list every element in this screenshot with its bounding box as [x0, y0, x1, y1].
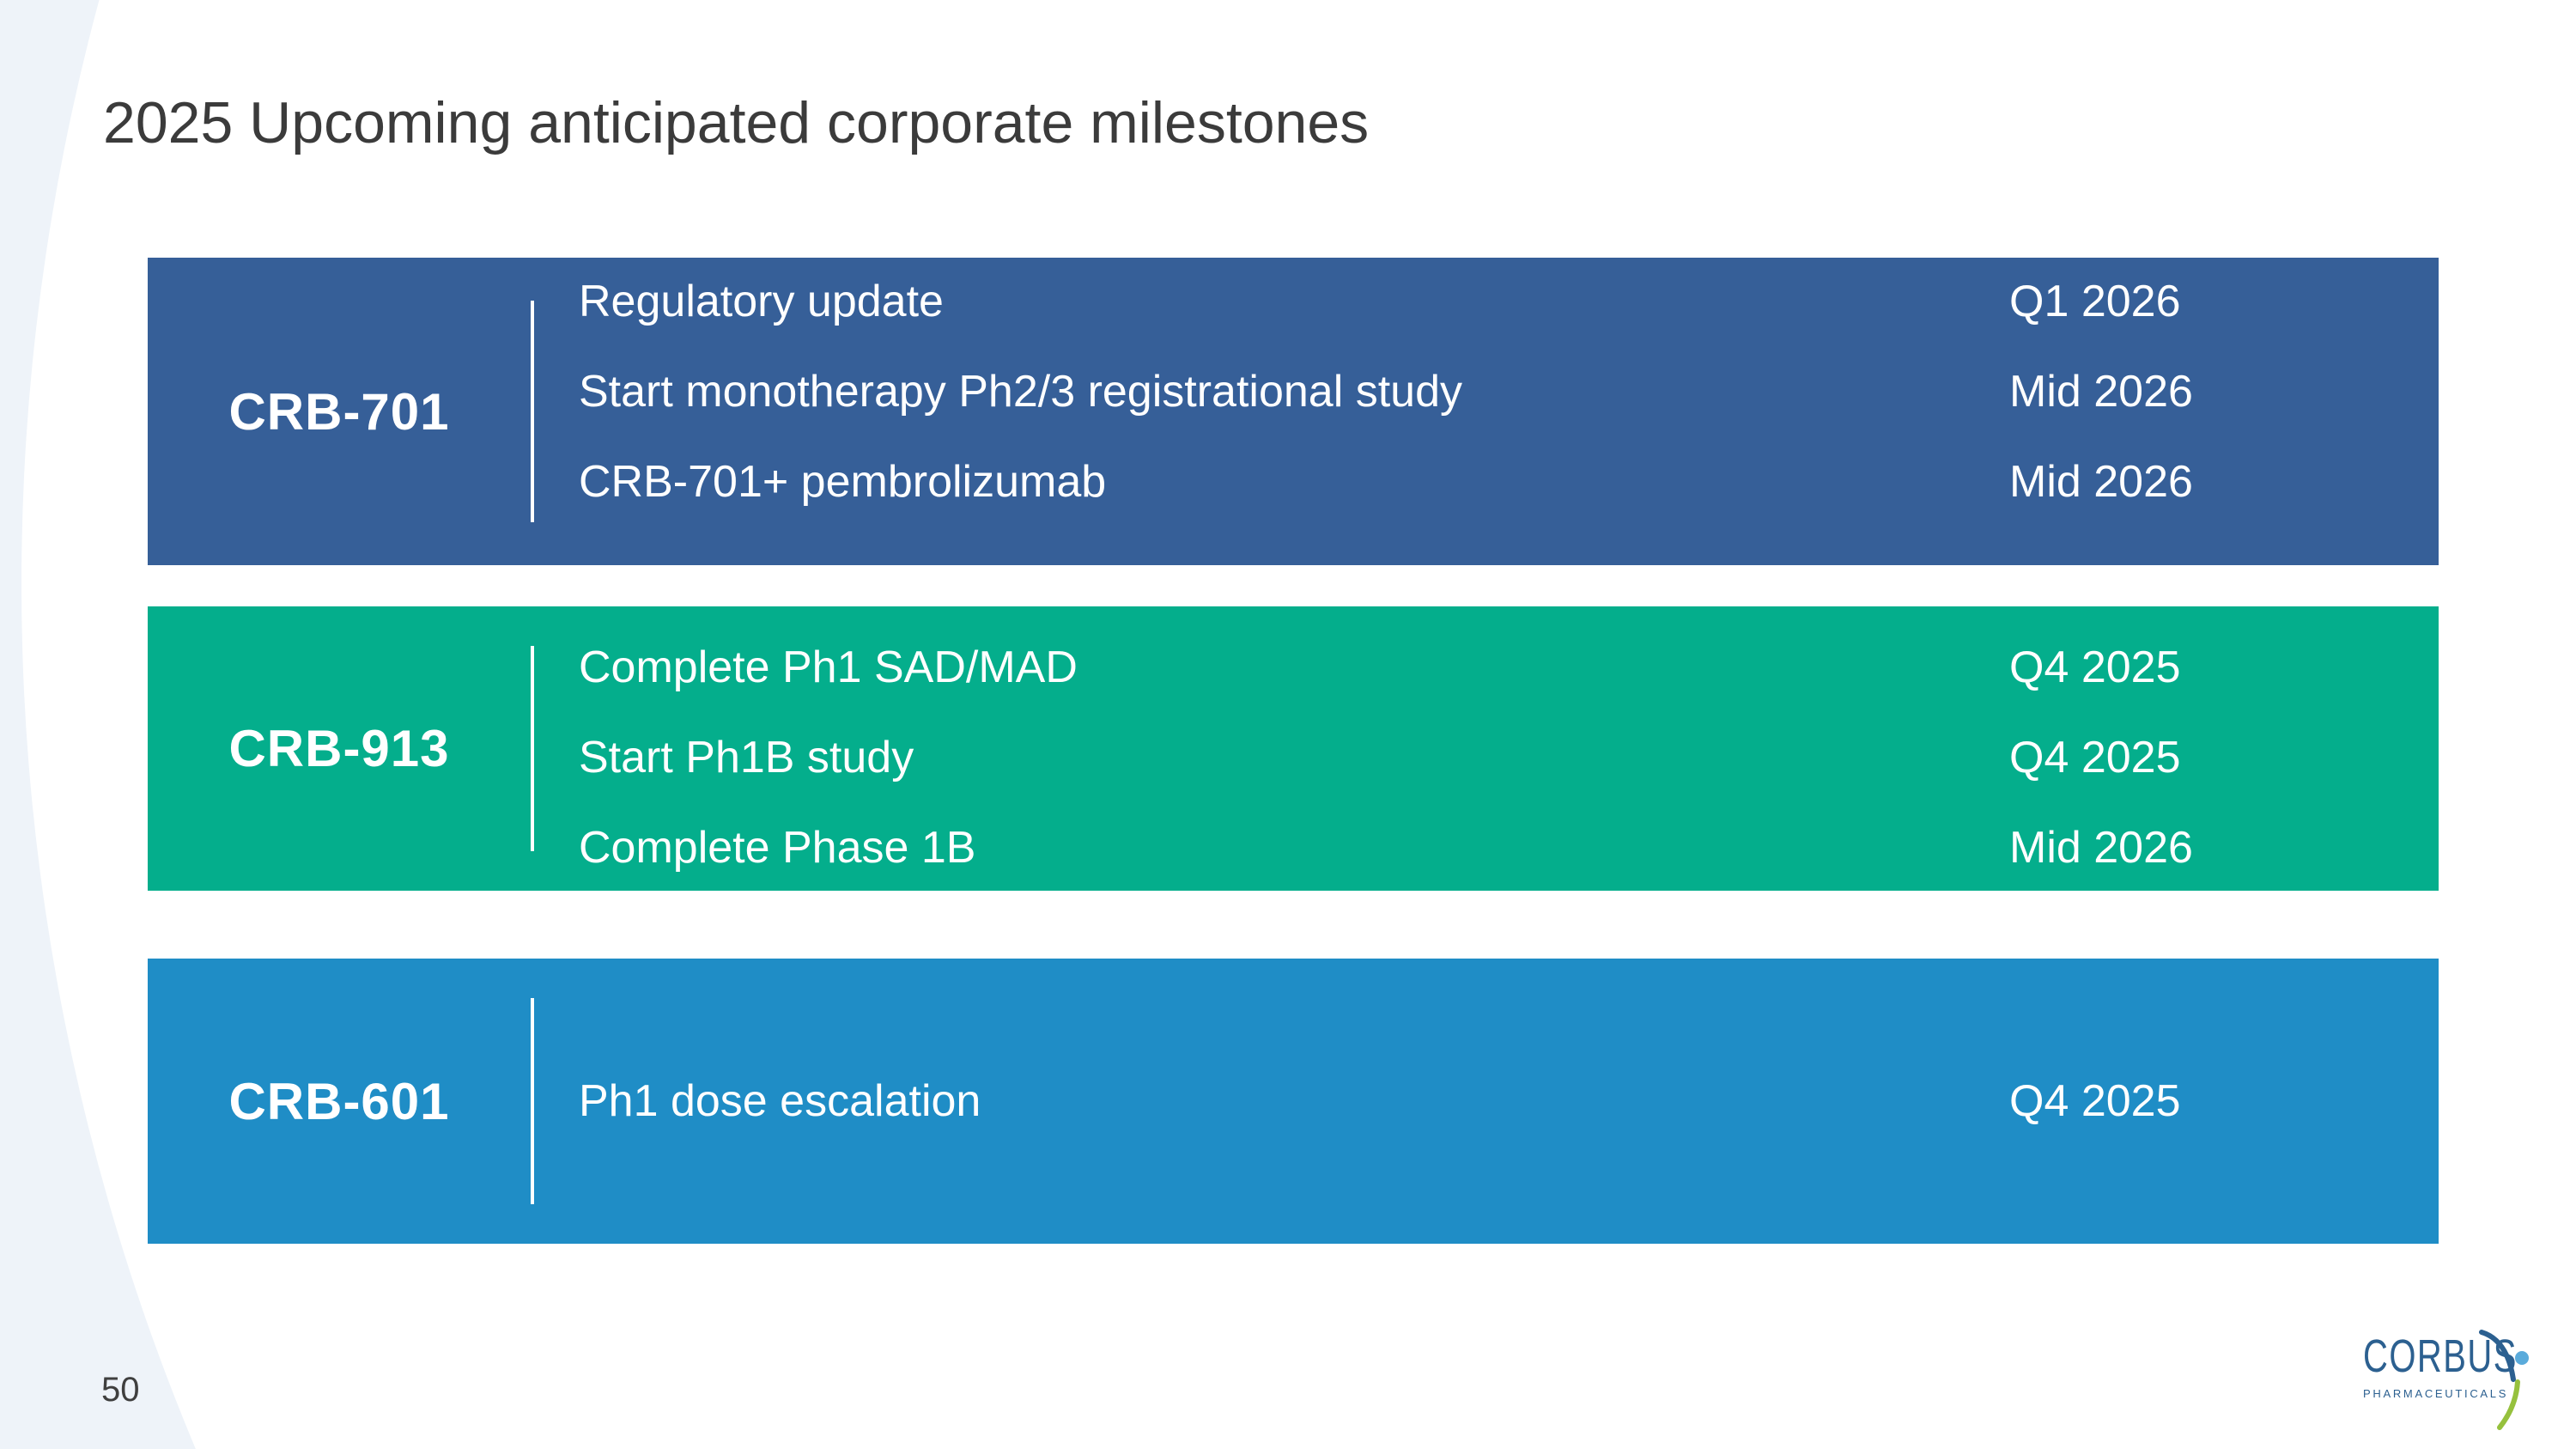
milestone-row: Complete Ph1 SAD/MAD Q4 2025: [579, 622, 2439, 712]
page-title: 2025 Upcoming anticipated corporate mile…: [103, 89, 1370, 155]
milestone-date: Q4 2025: [2009, 732, 2181, 782]
corbus-logo-subtitle: PHARMACEUTICALS: [2363, 1387, 2509, 1400]
milestone-date: Q1 2026: [2009, 277, 2181, 326]
milestone-label: CRB-701+ pembrolizumab: [579, 457, 1107, 507]
milestone-label: Complete Phase 1B: [579, 822, 976, 873]
corbus-logo: CORBUS PHARMACEUTICALS: [2363, 1330, 2548, 1440]
milestone-date: Mid 2026: [2009, 822, 2193, 873]
divider-line: [531, 998, 534, 1204]
milestone-date: Mid 2026: [2009, 367, 2193, 417]
milestone-label: Complete Ph1 SAD/MAD: [579, 642, 1078, 692]
milestone-label: Regulatory update: [579, 277, 944, 326]
milestone-row: Ph1 dose escalation Q4 2025: [579, 1056, 2439, 1147]
program-name: CRB-701: [228, 382, 450, 441]
milestone-list: Ph1 dose escalation Q4 2025: [534, 1056, 2439, 1147]
milestone-list: Complete Ph1 SAD/MAD Q4 2025 Start Ph1B …: [534, 605, 2439, 892]
milestone-row: Start monotherapy Ph2/3 registrational s…: [579, 347, 2439, 437]
figure-body-arc: [2479, 1330, 2516, 1382]
milestone-label: Ph1 dose escalation: [579, 1076, 981, 1126]
figure-leg-arc: [2497, 1379, 2520, 1430]
divider-line: [531, 301, 534, 522]
figure-head-dot: [2515, 1351, 2529, 1365]
milestone-row: CRB-701+ pembrolizumab Mid 2026: [579, 437, 2439, 527]
program-name: CRB-601: [228, 1072, 450, 1130]
program-bar-crb-913: CRB-913 Complete Ph1 SAD/MAD Q4 2025 Sta…: [148, 606, 2439, 891]
milestone-row: Start Ph1B study Q4 2025: [579, 712, 2439, 802]
program-name: CRB-913: [228, 720, 450, 777]
milestone-date: Mid 2026: [2009, 457, 2193, 507]
milestone-label: Start Ph1B study: [579, 732, 914, 782]
slide-page-number: 50: [101, 1371, 140, 1409]
milestone-row: Complete Phase 1B Mid 2026: [579, 802, 2439, 892]
milestone-row: Regulatory update Q1 2026: [579, 257, 2439, 347]
corbus-figure-icon: [2479, 1330, 2529, 1430]
milestone-label: Start monotherapy Ph2/3 registrational s…: [579, 367, 1463, 417]
milestone-date: Q4 2025: [2009, 1076, 2181, 1126]
program-bar-crb-701: CRB-701 Regulatory update Q1 2026 Start …: [148, 258, 2439, 565]
milestone-date: Q4 2025: [2009, 642, 2181, 692]
milestone-list: Regulatory update Q1 2026 Start monother…: [534, 257, 2439, 567]
corbus-logo-wordmark: CORBUS: [2363, 1330, 2518, 1382]
program-bar-crb-601: CRB-601 Ph1 dose escalation Q4 2025: [148, 959, 2439, 1244]
divider-line: [531, 646, 534, 851]
